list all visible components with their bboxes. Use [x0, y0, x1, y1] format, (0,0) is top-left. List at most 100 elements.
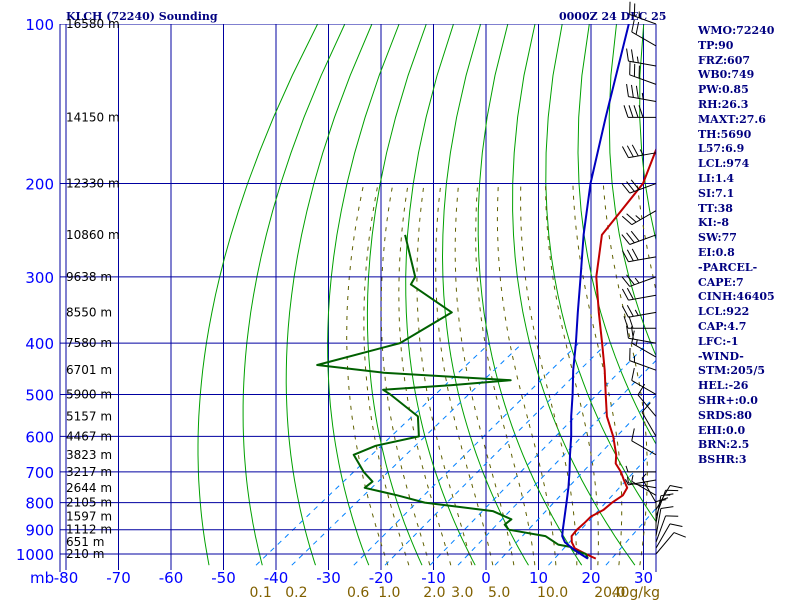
temperature-tick-label: -70	[106, 569, 131, 587]
mixing-ratio-label: 20.0	[594, 585, 625, 600]
temperature-tick-label: 10	[529, 569, 548, 587]
index-item: EHI:0.0	[698, 423, 746, 437]
mixing-ratio-label: 3.0	[451, 585, 473, 600]
wind-barb	[621, 287, 657, 301]
temperature-tick-label: -40	[264, 569, 289, 587]
index-item: MAXT:27.6	[698, 112, 766, 126]
sounding-indices-list: WMO:72240 TP:90 FRZ:607 WB0:749 PW:0.85 RH:26…	[698, 24, 798, 468]
wind-barb	[621, 248, 657, 263]
temperature-tick-label: -60	[159, 569, 184, 587]
wind-barb	[629, 1, 657, 25]
height-label: 6701 m	[66, 363, 112, 377]
index-item: CINH:46405	[698, 290, 775, 304]
index-item: -PARCEL-	[698, 260, 758, 274]
index-item: PW:0.85	[698, 83, 749, 97]
index-item: LCL:974	[698, 157, 750, 171]
index-item: TH:5690	[698, 127, 752, 141]
height-label: 14150 m	[66, 110, 120, 124]
index-item: RH:26.3	[698, 97, 749, 111]
mixing-ratio-label: 1.0	[378, 585, 400, 600]
mixing-ratio-line	[291, 342, 523, 566]
dry-adiabat	[197, 24, 319, 566]
moist-adiabat	[416, 183, 473, 566]
plot-area	[60, 24, 656, 570]
index-item: SW:77	[698, 231, 737, 245]
index-item: SHR+:0.0	[698, 393, 758, 407]
wind-barb	[629, 62, 657, 85]
temperature-tick-label: -10	[421, 569, 446, 587]
dry-adiabat	[477, 24, 583, 566]
temperature-tick-label: -80	[54, 569, 79, 587]
wind-barb	[655, 523, 683, 549]
index-item: EI:0.8	[698, 245, 735, 259]
wind-barb	[629, 347, 657, 371]
dry-adiabat	[577, 24, 656, 446]
mixing-ratio-label: 0.2	[285, 585, 307, 600]
chart-time: 0000Z 24 DEC 25	[559, 10, 666, 23]
pressure-tick-label: 300	[25, 269, 54, 287]
index-item: BSHR:3	[698, 453, 747, 467]
index-item: FRZ:607	[698, 53, 751, 67]
height-label: 3823 m	[66, 448, 112, 462]
wind-barb	[641, 402, 657, 437]
temperature-tick-label: 30	[634, 569, 653, 587]
mixing-ratio-line	[255, 342, 491, 566]
wind-barb	[625, 465, 656, 473]
index-item: TP:90	[698, 38, 734, 52]
pressure-tick-label: 400	[25, 335, 54, 353]
index-item: WB0:749	[698, 68, 755, 82]
wind-barb	[631, 367, 657, 395]
height-label: 651 m	[66, 535, 104, 549]
mixing-ratio-label: 0.1	[249, 585, 271, 600]
chart-title: KLCH (72240) Sounding	[66, 10, 218, 23]
mixing-ratio-line	[353, 342, 580, 566]
height-label: 2105 m	[66, 496, 112, 510]
index-item: KI:-8	[698, 216, 729, 230]
moist-adiabat	[454, 183, 515, 566]
mixing-ratio-label: 2.0	[423, 585, 445, 600]
dry-adiabat	[545, 24, 656, 523]
height-label: 7580 m	[66, 336, 112, 350]
moist-adiabat	[496, 183, 557, 566]
mixing-ratio-label: 40g/kg	[612, 585, 660, 600]
index-item: LI:1.4	[698, 171, 735, 185]
wind-barb	[655, 484, 683, 510]
wind-barb	[623, 316, 656, 329]
mixing-ratio-line	[384, 342, 608, 566]
mixing-ratio-label: 5.0	[488, 585, 510, 600]
sounding-series	[316, 24, 656, 560]
index-item: TT:38	[698, 201, 733, 215]
wind-barb	[655, 515, 679, 543]
temperature-tick-label: 20	[581, 569, 600, 587]
index-item: BRN:2.5	[698, 438, 750, 452]
height-label: 210 m	[66, 547, 104, 561]
pressure-tick-label: 100	[25, 16, 54, 34]
dry-adiabat	[366, 24, 427, 566]
pressure-tick-label: 900	[25, 522, 54, 540]
height-label: 16580 m	[66, 17, 120, 31]
wind-barb	[621, 210, 657, 226]
wind-barb	[621, 179, 657, 194]
wind-barb	[621, 144, 657, 159]
temperature-line	[570, 147, 656, 560]
index-item: SI:7.1	[698, 186, 735, 200]
dewpoint-line	[316, 234, 589, 560]
dry-adiabat	[327, 24, 400, 566]
mixing-ratio-line	[605, 507, 656, 566]
moist-adiabat	[435, 183, 494, 566]
wind-barb	[624, 479, 657, 486]
dry-adiabat	[285, 24, 373, 566]
dry-adiabat	[242, 24, 346, 566]
pressure-tick-label: 200	[25, 176, 54, 194]
height-label: 3217 m	[66, 465, 112, 479]
height-labels: 16580 m 14150 m 12330 m 10860 m 9638 m 8550 m…	[66, 17, 120, 561]
mixing-ratio-label: 10.0	[537, 585, 568, 600]
pressure-tick-label: 700	[25, 464, 54, 482]
temperature-tick-label: -20	[369, 569, 394, 587]
isobar-lines	[60, 24, 656, 555]
moist-adiabat	[346, 183, 389, 566]
pressure-tick-labels: 100 200 300 400 500 600 700 800 900 1000	[16, 16, 54, 564]
height-label: 10860 m	[66, 228, 120, 242]
